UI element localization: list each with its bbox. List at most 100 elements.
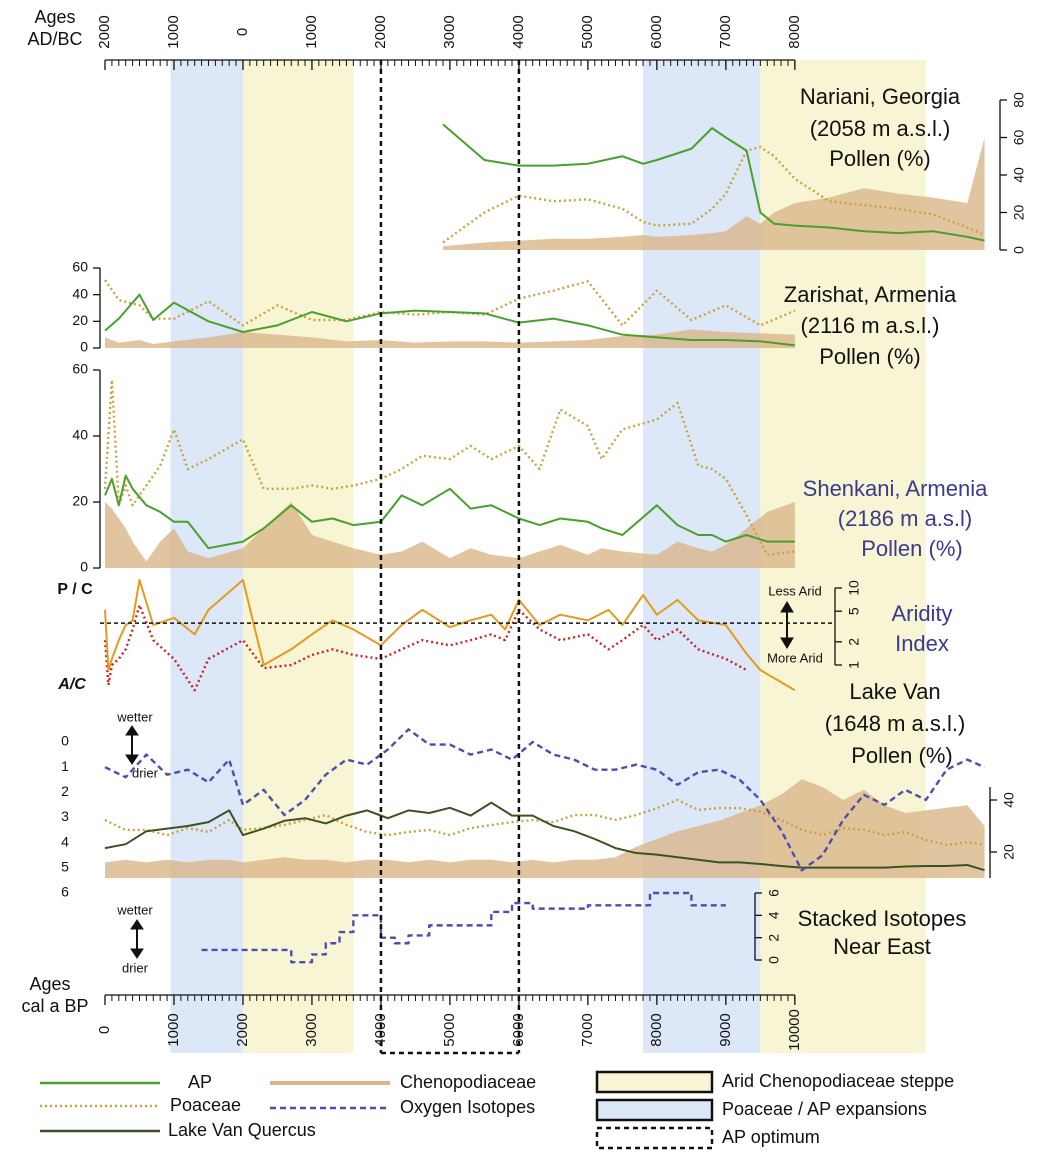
area bbox=[443, 137, 985, 250]
series-line bbox=[104, 579, 796, 692]
x-tick-label: 7000 bbox=[717, 15, 734, 48]
y-tick-label: 0 bbox=[61, 733, 69, 749]
x-tick-label: 7000 bbox=[579, 1013, 596, 1046]
series-line bbox=[104, 801, 985, 872]
note: drier bbox=[132, 765, 159, 780]
y-tick-label: 2 bbox=[61, 783, 69, 799]
y-tick-label: 6 bbox=[766, 889, 782, 897]
series-line bbox=[104, 293, 795, 347]
panel-title: Shenkani, Armenia bbox=[803, 476, 988, 501]
x-tick-label: 6000 bbox=[510, 1013, 527, 1046]
panel-title: (2058 m a.s.l.) bbox=[810, 116, 951, 141]
panel-title: (2116 m a.s.l.) bbox=[801, 313, 940, 338]
y-tick-label: 1 bbox=[61, 758, 69, 774]
y-tick-label: 2 bbox=[766, 934, 782, 942]
area bbox=[105, 502, 795, 568]
x-tick-label: 2000 bbox=[96, 15, 113, 48]
panel-title: Index bbox=[895, 631, 949, 656]
series-line bbox=[104, 728, 986, 872]
x-tick-label: 9000 bbox=[717, 1013, 734, 1046]
y-tick-label: 2 bbox=[846, 638, 862, 646]
background-layer bbox=[103, 60, 986, 1053]
panel-title: Pollen (%) bbox=[851, 743, 952, 768]
y-tick-label: 40 bbox=[72, 427, 88, 443]
panel-title: Zarishat, Armenia bbox=[784, 282, 957, 307]
y-tick-label: 4 bbox=[766, 911, 782, 919]
y-tick-label: 5 bbox=[61, 859, 69, 875]
legend-label: Chenopodiaceae bbox=[400, 1072, 536, 1092]
arrow bbox=[130, 919, 144, 959]
note: Less Arid bbox=[768, 583, 821, 598]
top-axis-label: AD/BC bbox=[27, 29, 82, 49]
arrow bbox=[125, 725, 139, 765]
legend-swatch bbox=[595, 1126, 714, 1150]
panel-title: Aridity bbox=[891, 601, 952, 626]
area bbox=[105, 329, 795, 348]
legend-label: Poaceae bbox=[170, 1095, 241, 1115]
legend-swatch bbox=[595, 1070, 714, 1094]
panel-title: Pollen (%) bbox=[861, 536, 962, 561]
y-tick-label: 4 bbox=[61, 833, 69, 849]
y-tick-label: 0 bbox=[80, 339, 88, 355]
x-tick-label: 1000 bbox=[165, 15, 182, 48]
panel-title: (1648 m a.s.l.) bbox=[825, 711, 966, 736]
arrow bbox=[780, 601, 794, 649]
panel-title: Lake Van bbox=[849, 679, 940, 704]
y-tick-label: 60 bbox=[72, 361, 88, 377]
y-tick-label: 40 bbox=[1011, 167, 1027, 183]
y-tick-label: 0 bbox=[766, 956, 782, 964]
x-tick-label: 5000 bbox=[441, 1013, 458, 1046]
x-tick-label: 0 bbox=[96, 1026, 113, 1034]
x-tick-label: 1000 bbox=[165, 1013, 182, 1046]
panel-title: Stacked Isotopes bbox=[798, 906, 967, 931]
y-tick-label: 80 bbox=[1011, 92, 1027, 108]
x-tick-label: 4000 bbox=[510, 15, 527, 48]
series-line bbox=[104, 279, 796, 327]
x-tick-label: 2000 bbox=[372, 15, 389, 48]
x-tick-label: 8000 bbox=[786, 15, 803, 48]
panel-title: (2186 m a.s.l) bbox=[838, 506, 973, 531]
x-tick-label: 6000 bbox=[648, 15, 665, 48]
series-line bbox=[104, 474, 795, 550]
y-tick-label: 40 bbox=[1001, 792, 1017, 808]
y-tick-label: 60 bbox=[72, 259, 88, 275]
legend-label: Lake Van Quercus bbox=[168, 1120, 316, 1140]
x-tick-label: 0 bbox=[234, 28, 251, 36]
x-tick-label: 4000 bbox=[372, 1013, 389, 1046]
panel-title: Pollen (%) bbox=[819, 344, 920, 369]
x-axis-label: Ages bbox=[29, 974, 70, 994]
y-tick-label: 5 bbox=[846, 607, 862, 615]
panel-title: Nariani, Georgia bbox=[800, 84, 961, 109]
y-tick-label: 3 bbox=[61, 808, 69, 824]
y-tick-label: 20 bbox=[1001, 844, 1017, 860]
legend-swatch bbox=[595, 1098, 714, 1122]
y-tick-label: 60 bbox=[1011, 130, 1027, 146]
area bbox=[105, 779, 985, 878]
series-line bbox=[103, 378, 795, 556]
legend-label: Poaceae / AP expansions bbox=[722, 1099, 927, 1119]
y-tick-label: 1 bbox=[846, 661, 862, 669]
series-line bbox=[201, 891, 726, 964]
legend-label: AP optimum bbox=[722, 1127, 820, 1147]
note: P / C bbox=[57, 581, 93, 598]
legend-label: Arid Chenopodiaceae steppe bbox=[722, 1071, 954, 1091]
x-tick-label: 8000 bbox=[648, 1013, 665, 1046]
y-tick-label: 20 bbox=[1011, 205, 1027, 221]
note: A/C bbox=[57, 676, 86, 693]
x-tick-label: 3000 bbox=[441, 15, 458, 48]
y-tick-label: 20 bbox=[72, 312, 88, 328]
x-tick-label: 2000 bbox=[234, 1013, 251, 1046]
x-axis-label: cal a BP bbox=[21, 996, 88, 1016]
note: wetter bbox=[116, 902, 153, 917]
y-tick-label: 20 bbox=[72, 493, 88, 509]
y-tick-label: 0 bbox=[80, 559, 88, 575]
x-tick-label: 10000 bbox=[786, 1009, 803, 1051]
y-tick-label: 10 bbox=[846, 580, 862, 596]
series-line bbox=[103, 603, 748, 692]
x-tick-label: 1000 bbox=[303, 15, 320, 48]
note: wetter bbox=[116, 709, 153, 724]
series-line bbox=[442, 145, 986, 244]
note: More Arid bbox=[767, 650, 823, 665]
